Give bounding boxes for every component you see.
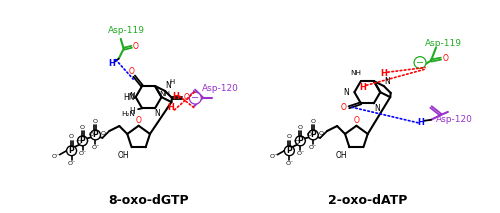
Text: −: −: [416, 58, 424, 68]
Text: O: O: [318, 131, 324, 137]
Text: O⁻: O⁻: [285, 161, 294, 166]
Text: O: O: [287, 134, 292, 139]
Text: O: O: [69, 134, 74, 139]
Text: H: H: [359, 83, 366, 92]
Text: O⁻: O⁻: [296, 151, 304, 156]
Text: O⁻: O⁻: [52, 154, 60, 159]
Text: O: O: [298, 125, 303, 130]
Text: O⁻: O⁻: [92, 145, 100, 150]
Text: N: N: [129, 92, 134, 101]
Text: P: P: [80, 136, 86, 145]
Text: O⁻: O⁻: [78, 151, 86, 156]
Text: H: H: [418, 118, 424, 127]
Circle shape: [308, 130, 318, 140]
Text: H: H: [130, 107, 135, 116]
Circle shape: [296, 136, 306, 146]
Text: N: N: [154, 109, 160, 118]
Text: O: O: [88, 132, 94, 137]
Text: O⁻: O⁻: [68, 161, 76, 166]
Text: OH: OH: [336, 151, 347, 160]
Text: NH: NH: [350, 70, 362, 76]
Text: O: O: [132, 42, 138, 51]
Text: H: H: [167, 104, 174, 112]
Circle shape: [90, 130, 101, 140]
Text: O: O: [101, 131, 106, 137]
Text: Asp-120: Asp-120: [436, 115, 472, 124]
Text: Asp-119: Asp-119: [424, 39, 462, 48]
Text: O: O: [341, 103, 347, 112]
Text: O⁻: O⁻: [309, 145, 318, 150]
Circle shape: [284, 146, 294, 156]
Text: P: P: [310, 130, 316, 140]
Text: H: H: [170, 79, 174, 85]
Text: O: O: [294, 140, 300, 145]
Text: O: O: [80, 125, 85, 130]
Text: H: H: [172, 92, 179, 101]
Text: OH: OH: [118, 151, 130, 160]
Text: H: H: [380, 69, 387, 78]
Text: 8-oxo-dGTP: 8-oxo-dGTP: [108, 194, 189, 207]
Circle shape: [414, 57, 426, 69]
Text: N: N: [165, 81, 171, 89]
Text: O⁻: O⁻: [270, 154, 278, 159]
Text: O: O: [76, 140, 82, 145]
Text: N: N: [384, 77, 390, 86]
Circle shape: [190, 92, 202, 104]
Text: Asp-120: Asp-120: [202, 84, 238, 93]
Circle shape: [78, 136, 88, 146]
Text: O: O: [354, 116, 360, 125]
Text: O: O: [136, 116, 141, 125]
Text: N: N: [344, 88, 349, 97]
Text: O: O: [310, 119, 316, 124]
Text: H: H: [108, 59, 115, 68]
Text: O: O: [93, 119, 98, 124]
Text: O: O: [443, 54, 449, 63]
Circle shape: [66, 146, 76, 156]
Text: Asp-119: Asp-119: [108, 26, 145, 36]
Text: N: N: [374, 104, 380, 113]
Text: NH: NH: [159, 91, 170, 97]
Text: P: P: [286, 146, 292, 155]
Text: −: −: [191, 93, 200, 103]
Text: O: O: [128, 67, 134, 76]
Text: P: P: [298, 136, 303, 145]
Text: O: O: [184, 93, 190, 102]
Text: P: P: [68, 146, 74, 155]
Text: O: O: [306, 132, 312, 137]
Text: 2-oxo-dATP: 2-oxo-dATP: [328, 194, 407, 207]
Text: P: P: [92, 130, 98, 140]
Text: H₂N: H₂N: [121, 111, 135, 117]
Text: HN: HN: [123, 93, 134, 102]
